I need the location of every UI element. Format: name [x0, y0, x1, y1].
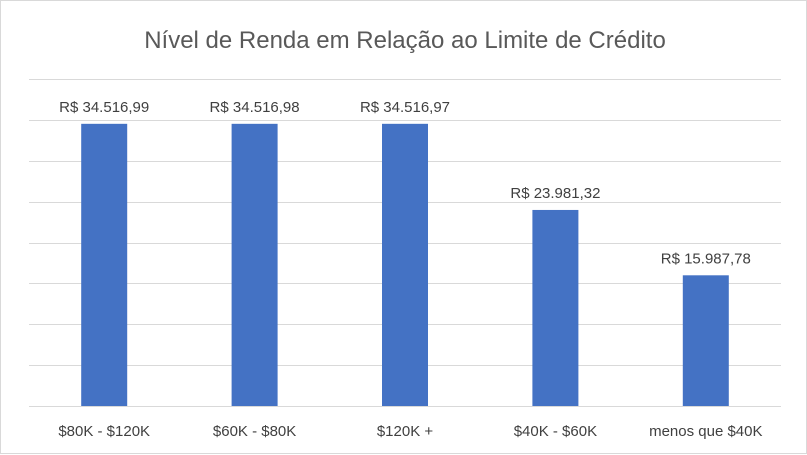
bar: [231, 123, 278, 407]
data-label: R$ 15.987,78: [661, 250, 751, 267]
chart-title: Nível de Renda em Relação ao Limite de C…: [144, 27, 666, 54]
data-labels: R$ 34.516,99 R$ 34.516,98 R$ 34.516,97 R$ 2…: [59, 99, 751, 267]
data-label: R$ 34.516,99: [59, 99, 149, 116]
x-tick-label: $60K - $80K: [213, 423, 296, 440]
x-tick-label: $80K - $120K: [58, 423, 150, 440]
bar: [81, 123, 128, 406]
x-tick-label: menos que $40K: [649, 423, 762, 440]
data-label: R$ 23.981,32: [510, 185, 600, 202]
data-label: R$ 34.516,98: [210, 99, 300, 116]
x-tick-label: $120K +: [377, 423, 434, 440]
bar: [682, 275, 729, 406]
bars: [81, 123, 729, 407]
x-tick-label: $40K - $60K: [514, 423, 597, 440]
data-label: R$ 34.516,97: [360, 99, 450, 116]
bar: [532, 209, 579, 406]
bar: [382, 123, 428, 407]
x-axis-tick-labels: $80K - $120K $60K - $80K $120K + $40K - $60…: [58, 423, 762, 440]
